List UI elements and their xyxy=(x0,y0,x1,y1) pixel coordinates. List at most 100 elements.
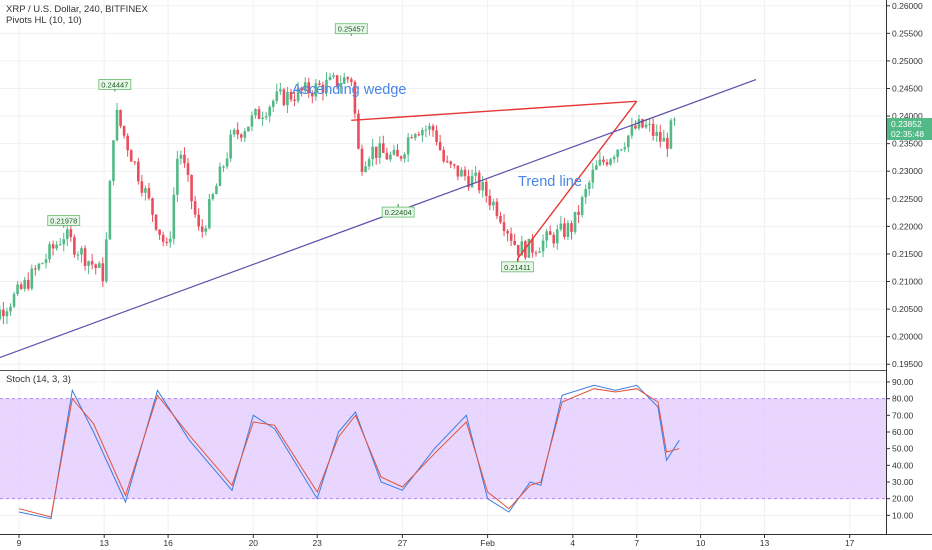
candle-body xyxy=(212,194,215,199)
candle-body xyxy=(446,161,449,162)
candle-body xyxy=(613,157,616,159)
candle-body xyxy=(130,150,133,161)
candle-body xyxy=(45,259,48,263)
candle-body xyxy=(652,124,655,136)
candle-body xyxy=(659,132,662,142)
candle-body xyxy=(577,212,580,215)
pivot-label: 0.24447 xyxy=(101,80,128,89)
candle-body xyxy=(226,159,229,167)
candle-body xyxy=(414,134,417,138)
candle-body xyxy=(382,143,385,153)
stoch-band-fill xyxy=(0,399,886,499)
trend-line-label[interactable]: Trend line xyxy=(518,174,582,190)
candle-body xyxy=(91,261,94,264)
candle-body xyxy=(332,75,335,77)
candle-body xyxy=(670,120,673,148)
stoch-tick-label: 20.00 xyxy=(892,494,914,504)
price-tick-label: 0.23000 xyxy=(892,166,923,176)
candle-body xyxy=(464,170,467,176)
candle-body xyxy=(595,165,598,169)
candle-body xyxy=(442,150,445,161)
candle-body xyxy=(623,147,626,149)
candle-body xyxy=(616,150,619,157)
candle-body xyxy=(549,231,552,235)
symbol-title: XRP / U.S. Dollar, 240, BITFINEX xyxy=(6,4,149,15)
candle-body xyxy=(194,201,197,214)
candle-body xyxy=(347,77,350,79)
pivot-label: 0.21411 xyxy=(504,263,531,272)
candle-body xyxy=(155,215,158,230)
candle-body xyxy=(84,248,87,266)
candle-body xyxy=(158,230,161,235)
candle-body xyxy=(663,138,666,142)
candle-body xyxy=(265,116,268,117)
candle-body xyxy=(98,263,101,268)
candle-body xyxy=(357,114,360,149)
stoch-tick-label: 70.00 xyxy=(892,410,914,420)
candle-body xyxy=(552,235,555,244)
time-tick-label: 27 xyxy=(398,538,408,548)
candle-body xyxy=(215,186,218,194)
ascending-wedge-label[interactable]: Ascending wedge xyxy=(292,82,406,98)
candle-body xyxy=(560,224,563,230)
stoch-band xyxy=(0,399,886,499)
candle-body xyxy=(492,202,495,206)
candle-body xyxy=(148,188,151,198)
candle-body xyxy=(94,265,97,268)
candle-body xyxy=(581,197,584,215)
indicator-label: Pivots HL (10, 10) xyxy=(6,15,82,26)
candle-body xyxy=(20,285,23,289)
candle-body xyxy=(201,226,204,231)
candle-body xyxy=(609,159,612,164)
candle-body xyxy=(180,155,183,159)
last-price-tag: 0.23852 02:35:48 xyxy=(887,118,932,140)
price-tick-label: 0.21000 xyxy=(892,277,923,287)
candle-body xyxy=(449,161,452,164)
candle-body xyxy=(460,170,463,177)
time-tick-label: Feb xyxy=(480,538,495,548)
candle-body xyxy=(268,107,271,116)
candle-body xyxy=(116,110,119,140)
stoch-tick-label: 40.00 xyxy=(892,460,914,470)
candle-body xyxy=(105,239,108,281)
time-tick-label: 10 xyxy=(696,538,706,548)
candle-body xyxy=(432,126,435,130)
candle-body xyxy=(666,138,669,149)
candle-body xyxy=(481,182,484,190)
candle-body xyxy=(38,264,41,270)
time-tick-label: 20 xyxy=(249,538,259,548)
candle-body xyxy=(506,231,509,233)
pivot-label: 0.21978 xyxy=(50,217,77,226)
candle-body xyxy=(634,126,637,129)
time-tick-label: 23 xyxy=(312,538,322,548)
candle-body xyxy=(0,310,1,320)
countdown-value: 02:35:48 xyxy=(891,129,924,139)
candle-body xyxy=(361,149,364,172)
candle-body xyxy=(403,154,406,158)
candle-body xyxy=(240,135,243,138)
candle-body xyxy=(471,176,474,187)
candle-body xyxy=(570,223,573,232)
candle-body xyxy=(378,143,381,158)
candle-body xyxy=(247,127,250,132)
price-tick-label: 0.22500 xyxy=(892,194,923,204)
candle-body xyxy=(62,239,65,244)
candle-body xyxy=(30,269,33,289)
candle-body xyxy=(183,155,186,163)
candle-body xyxy=(371,147,374,159)
price-tick-label: 0.19500 xyxy=(892,359,923,369)
candle-body xyxy=(48,244,51,259)
candle-body xyxy=(80,248,83,254)
candle-body xyxy=(418,134,421,135)
time-tick-label: 4 xyxy=(570,538,575,548)
candle-body xyxy=(197,215,200,227)
candle-body xyxy=(229,135,232,159)
candle-body xyxy=(176,159,179,195)
candle-body xyxy=(602,160,605,162)
candle-body xyxy=(631,126,634,136)
candle-body xyxy=(592,170,595,183)
candle-body xyxy=(563,224,566,237)
candle-body xyxy=(173,195,176,239)
candle-body xyxy=(2,310,5,316)
